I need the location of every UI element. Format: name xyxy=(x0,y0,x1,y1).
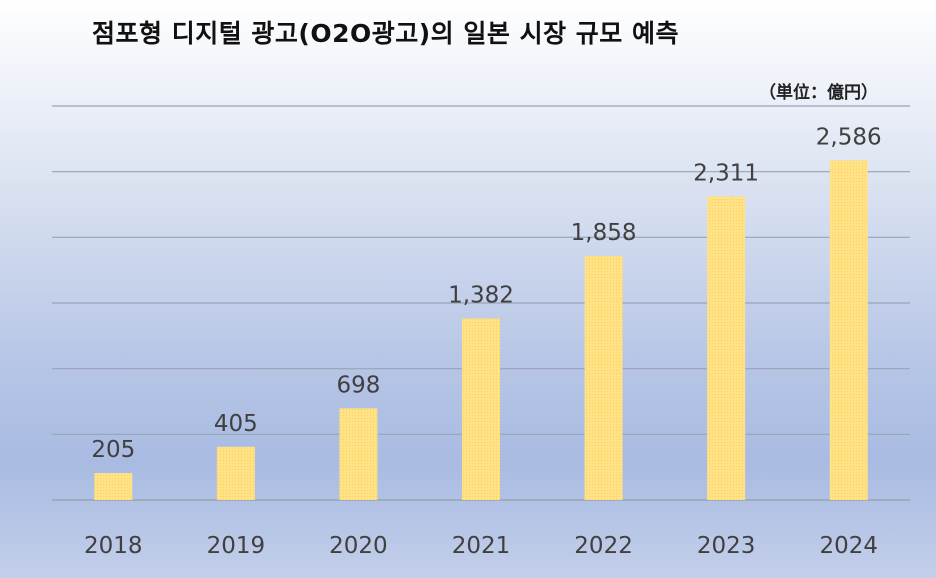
chart-title: 점포형 디지털 광고(O2O광고)의 일본 시장 규모 예측 xyxy=(92,19,679,48)
x-tick-2019: 2019 xyxy=(207,533,266,559)
x-tick-2018: 2018 xyxy=(84,533,143,559)
x-tick-2020: 2020 xyxy=(329,533,388,559)
x-tick-2024: 2024 xyxy=(819,533,878,559)
data-label-2022: 1,858 xyxy=(571,220,637,246)
bar-2022 xyxy=(584,255,623,500)
bars xyxy=(94,160,868,501)
data-label-2024: 2,586 xyxy=(816,124,882,150)
x-tick-labels: 2018 2019 2020 2021 2022 2023 2024 xyxy=(84,533,878,559)
bar-2018 xyxy=(94,473,133,500)
bar-2024 xyxy=(829,160,868,500)
bar-2023 xyxy=(707,196,746,501)
unit-label: （単位：億円） xyxy=(759,83,878,103)
x-tick-2023: 2023 xyxy=(697,533,756,559)
data-label-2019: 405 xyxy=(214,411,258,437)
data-label-2023: 2,311 xyxy=(693,160,759,186)
data-label-2021: 1,382 xyxy=(448,282,514,308)
data-label-2018: 205 xyxy=(91,437,135,463)
bar-2019 xyxy=(216,446,255,500)
bar-2020 xyxy=(339,408,378,500)
data-label-2020: 698 xyxy=(336,372,380,398)
data-labels: 205 405 698 1,382 1,858 2,311 2,586 xyxy=(91,124,881,463)
bar-2021 xyxy=(462,318,500,500)
x-tick-2021: 2021 xyxy=(452,533,511,559)
x-tick-2022: 2022 xyxy=(574,533,633,559)
